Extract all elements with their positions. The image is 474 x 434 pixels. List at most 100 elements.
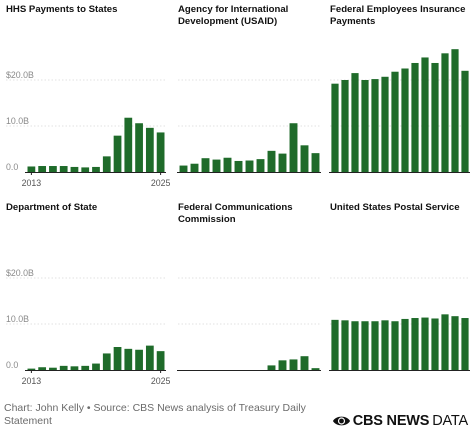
chart-state: $20.0B 10.0B 0.0 2013 2025 — [6, 268, 171, 386]
bar — [361, 80, 369, 172]
bar — [461, 318, 469, 370]
bar — [311, 153, 320, 172]
bar — [70, 366, 79, 370]
bar — [124, 117, 133, 172]
bar — [38, 367, 47, 370]
bar — [351, 321, 359, 370]
bar — [391, 321, 399, 370]
bar — [201, 158, 210, 172]
x-tick-label-end: 2025 — [151, 376, 171, 386]
bar — [113, 347, 122, 370]
bar — [381, 76, 389, 172]
bar — [278, 360, 287, 370]
bar — [289, 123, 298, 172]
bar — [431, 318, 439, 370]
panel-title: HHS Payments to States — [6, 4, 118, 15]
bar — [256, 159, 265, 172]
panel-fed-employees-insurance: Federal Employees Insurance Payments — [329, 4, 470, 196]
source-note: Chart: John Kelly • Source: CBS News ana… — [4, 402, 306, 427]
bar — [351, 73, 359, 172]
x-tick-label-start: 2013 — [22, 178, 42, 188]
bar — [461, 70, 469, 172]
panel-usps: United States Postal Service — [329, 202, 470, 394]
bar — [267, 365, 276, 370]
bar — [190, 163, 199, 172]
bar — [145, 127, 154, 172]
bar — [331, 319, 339, 370]
y-tick-label: 10.0B — [6, 116, 29, 126]
bar — [234, 160, 243, 172]
bar — [113, 135, 122, 172]
bar — [441, 53, 449, 172]
bar — [179, 165, 188, 172]
bar — [92, 166, 100, 172]
bar — [81, 365, 90, 370]
bar — [223, 157, 232, 172]
bar — [401, 68, 409, 172]
bar — [371, 321, 379, 370]
bar — [92, 363, 100, 370]
y-tick-label: 0.0 — [6, 162, 18, 172]
bar — [70, 166, 79, 172]
bar — [431, 62, 439, 173]
y-tick-label: $20.0B — [6, 268, 34, 278]
bar — [401, 318, 409, 370]
bar — [102, 353, 111, 370]
chart-fed-employees-insurance — [329, 49, 470, 173]
x-tick-label-start: 2013 — [22, 376, 42, 386]
brand-name: CBS NEWS — [352, 413, 430, 429]
panel-title: Agency for International Development (US… — [178, 4, 289, 27]
bar — [311, 368, 320, 370]
bar — [59, 166, 68, 172]
bar — [156, 132, 165, 172]
bar — [411, 318, 419, 370]
chart-usaid — [177, 79, 321, 173]
x-tick-label-end: 2025 — [151, 178, 171, 188]
panel-fcc: Federal Communications Commission — [177, 202, 321, 394]
bar — [381, 320, 389, 370]
y-tick-label: 0.0 — [6, 360, 18, 370]
brand-logo: CBS NEWS DATA — [332, 412, 468, 430]
bar — [38, 166, 47, 172]
bar — [49, 367, 57, 370]
bar — [102, 156, 111, 172]
panel-state: Department of State $20.0B 10.0B 0.0 2013 20… — [6, 202, 171, 394]
bar — [411, 62, 419, 173]
panel-usaid: Agency for International Development (US… — [177, 4, 321, 196]
bar — [441, 314, 449, 370]
bar — [361, 321, 369, 370]
panel-title: Federal Communications Commission — [178, 202, 293, 225]
bar — [421, 57, 429, 172]
bar — [245, 160, 254, 172]
chart-fcc — [177, 277, 321, 371]
bar — [341, 320, 349, 370]
bar — [81, 167, 90, 172]
bar — [371, 79, 379, 172]
bar — [212, 159, 221, 172]
bar — [156, 351, 165, 370]
bar — [289, 359, 298, 370]
brand-suffix: DATA — [432, 413, 468, 429]
bar — [27, 368, 36, 370]
bar — [331, 83, 339, 172]
bar — [27, 166, 36, 172]
bar — [145, 345, 154, 370]
bar — [278, 153, 287, 172]
bar — [341, 80, 349, 172]
y-tick-label: 10.0B — [6, 314, 29, 324]
bar — [300, 145, 309, 172]
panel-title: Department of State — [6, 202, 98, 213]
chart-usps — [329, 277, 470, 371]
bar — [135, 349, 143, 370]
bar — [300, 356, 309, 370]
bar — [49, 166, 57, 172]
bar — [59, 365, 68, 370]
cbs-eye-icon — [332, 416, 350, 426]
bar — [451, 316, 459, 370]
chart-hhs: $20.0B 10.0B 0.0 2013 2025 — [6, 70, 171, 188]
bar — [124, 348, 133, 370]
panel-hhs: HHS Payments to States $20.0B 10.0B 0.0 201… — [6, 4, 171, 196]
y-tick-label: $20.0B — [6, 70, 34, 80]
panel-title: United States Postal Service — [330, 202, 460, 213]
panel-title: Federal Employees Insurance Payments — [330, 4, 466, 27]
